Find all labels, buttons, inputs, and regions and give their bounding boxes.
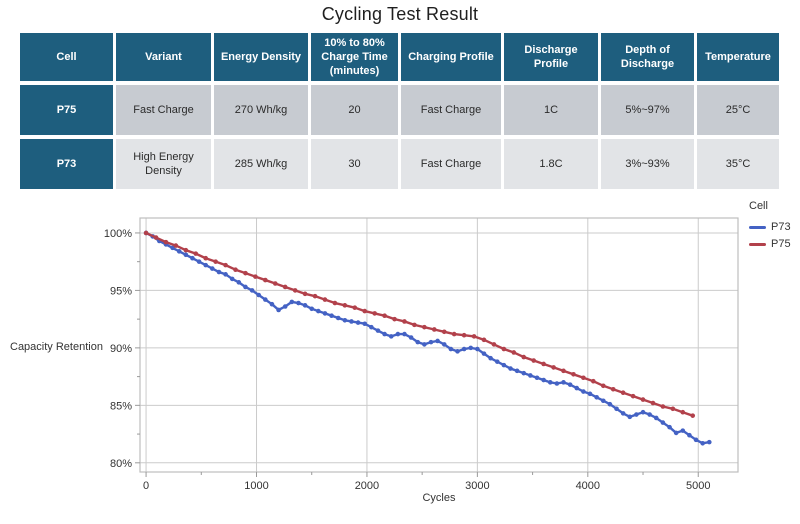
cycling-test-table: Cell Variant Energy Density 10% to 80% C… xyxy=(20,33,779,189)
svg-text:1000: 1000 xyxy=(244,480,268,492)
svg-text:0: 0 xyxy=(143,480,149,492)
table-row-p75-charge-time: 20 xyxy=(311,85,398,135)
column-header-depth-of-discharge: Depth of Discharge xyxy=(601,33,694,81)
x-axis-title: Cycles xyxy=(422,492,456,504)
table-row-p73-discharge-profile: 1.8C xyxy=(504,139,598,189)
svg-text:90%: 90% xyxy=(110,343,132,355)
capacity-retention-chart: 0 1000 2000 3000 4000 5000 100% 95% 90% 85% 80% Ca… xyxy=(0,195,800,524)
table-row-p73-charging-profile: Fast Charge xyxy=(401,139,501,189)
table-row-p75-depth-of-discharge: 5%~97% xyxy=(601,85,694,135)
p75-line-swatch-icon xyxy=(749,242,766,246)
svg-text:100%: 100% xyxy=(104,228,132,240)
legend-item-label: P73 xyxy=(771,221,791,233)
column-header-cell: Cell xyxy=(20,33,113,81)
table-row-p75-variant: Fast Charge xyxy=(116,85,211,135)
chart-legend: Cell P73 P75 xyxy=(749,200,791,255)
svg-text:95%: 95% xyxy=(110,285,132,297)
svg-text:2000: 2000 xyxy=(355,480,379,492)
svg-text:80%: 80% xyxy=(110,458,132,470)
y-axis-title: Capacity Retention xyxy=(10,341,103,353)
table-row-p75-charging-profile: Fast Charge xyxy=(401,85,501,135)
table-row-p75-id: P75 xyxy=(20,85,113,135)
table-row-p75-temperature: 25°C xyxy=(697,85,779,135)
page-title: Cycling Test Result xyxy=(321,4,479,24)
svg-text:4000: 4000 xyxy=(576,480,600,492)
column-header-temperature: Temperature xyxy=(697,33,779,81)
table-row-p73-variant: High Energy Density xyxy=(116,139,211,189)
table-row-p73-id: P73 xyxy=(20,139,113,189)
table-row-p73-charge-time: 30 xyxy=(311,139,398,189)
table-row-p73-energy-density: 285 Wh/kg xyxy=(214,139,308,189)
svg-text:5000: 5000 xyxy=(686,480,710,492)
legend-item-p75: P75 xyxy=(749,238,791,250)
svg-text:85%: 85% xyxy=(110,400,132,412)
p73-line-swatch-icon xyxy=(749,225,766,229)
column-header-charging-profile: Charging Profile xyxy=(401,33,501,81)
column-header-charge-time: 10% to 80% Charge Time (minutes) xyxy=(311,33,398,81)
chart-plot-area: 0 1000 2000 3000 4000 5000 100% 95% 90% 85% 80% xyxy=(104,217,739,492)
table-row-p75-energy-density: 270 Wh/kg xyxy=(214,85,308,135)
table-row-p73-depth-of-discharge: 3%~93% xyxy=(601,139,694,189)
table-row-p73-temperature: 35°C xyxy=(697,139,779,189)
svg-text:3000: 3000 xyxy=(465,480,489,492)
table-row-p75-discharge-profile: 1C xyxy=(504,85,598,135)
column-header-energy-density: Energy Density xyxy=(214,33,308,81)
legend-item-p73: P73 xyxy=(749,221,791,233)
legend-title: Cell xyxy=(749,200,768,212)
legend-item-label: P75 xyxy=(771,238,791,250)
column-header-variant: Variant xyxy=(116,33,211,81)
column-header-discharge-profile: Discharge Profile xyxy=(504,33,598,81)
